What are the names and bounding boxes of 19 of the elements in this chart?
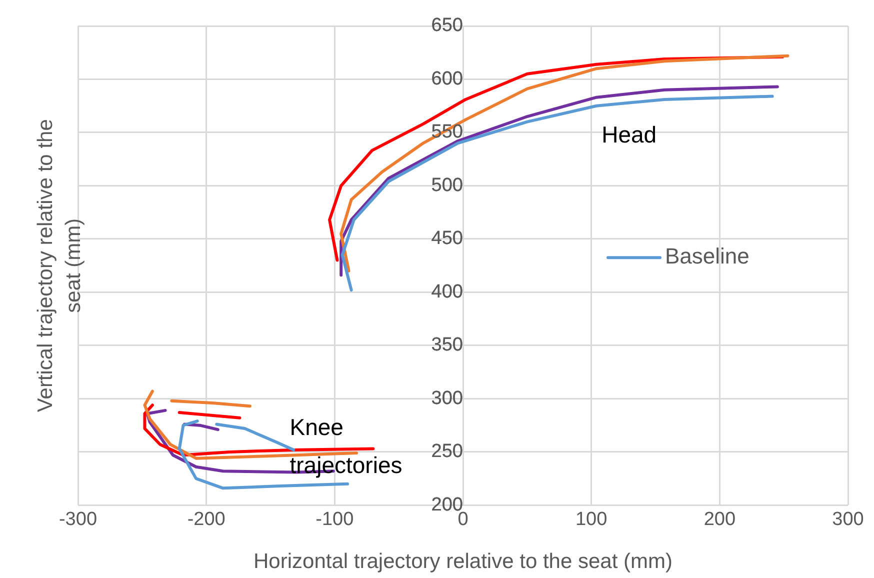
y-tick-label: 250 <box>431 441 463 462</box>
y-tick-label: 450 <box>431 228 463 250</box>
y-tick-label: 500 <box>431 174 463 196</box>
x-tick-label: -100 <box>316 508 354 530</box>
x-tick-label: 200 <box>704 508 736 530</box>
y-axis-title: Vertical trajectory relative to the seat (mm) <box>34 119 85 412</box>
y-tick-label: 350 <box>431 334 463 356</box>
y-tick-label: 650 <box>431 15 463 36</box>
x-axis-title: Horizontal trajectory relative to the seat (mm) <box>254 550 672 573</box>
y-tick-label: 400 <box>431 281 463 302</box>
annotation: Head <box>602 122 657 148</box>
x-tick-label: 100 <box>575 508 608 530</box>
annotation: Knee trajectories <box>290 414 402 478</box>
x-tick-label: 300 <box>832 508 864 530</box>
y-tick-label: 600 <box>431 68 463 90</box>
x-tick-label: -300 <box>58 508 98 530</box>
legend-label: Baseline <box>665 244 750 269</box>
x-tick-label: -200 <box>187 508 226 530</box>
y-tick-label: 300 <box>431 388 463 409</box>
